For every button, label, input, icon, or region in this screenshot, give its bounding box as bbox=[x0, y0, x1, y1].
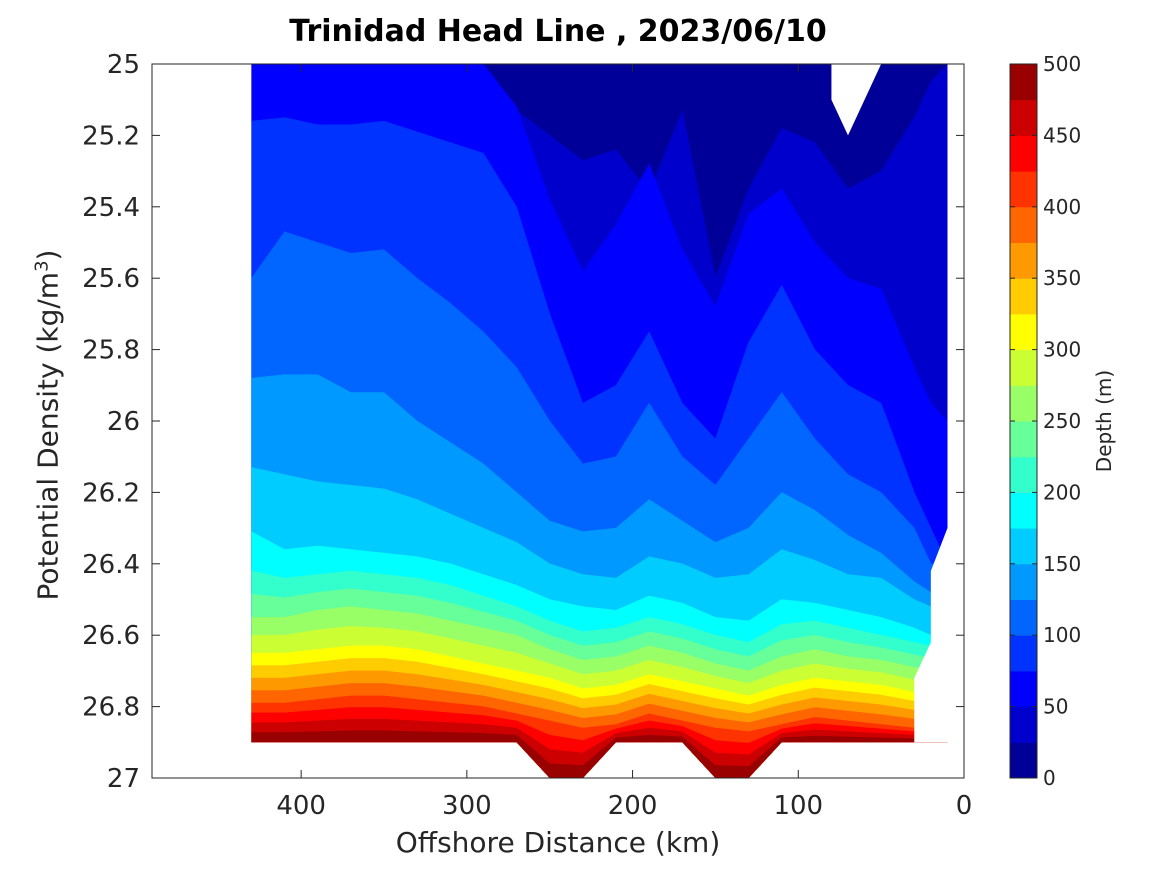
colorbar-tick-label: 450 bbox=[1043, 123, 1081, 147]
colorbar-swatch bbox=[1010, 99, 1037, 136]
colorbar-tick-label: 500 bbox=[1043, 52, 1081, 76]
colorbar-tick-label: 50 bbox=[1043, 695, 1068, 719]
x-axis-label: Offshore Distance (km) bbox=[395, 826, 721, 859]
y-tick-label: 26.8 bbox=[82, 693, 140, 723]
colorbar-tick-label: 300 bbox=[1043, 338, 1081, 362]
colorbar-swatch bbox=[1010, 635, 1037, 672]
chart-title: Trinidad Head Line , 2023/06/10 bbox=[289, 14, 827, 49]
y-tick-label: 25.6 bbox=[82, 264, 140, 294]
y-tick-label: 26.6 bbox=[82, 621, 140, 651]
colorbar-tick-label: 400 bbox=[1043, 195, 1081, 219]
colorbar-tick-label: 350 bbox=[1043, 266, 1081, 290]
y-tick-label: 26 bbox=[107, 407, 140, 437]
colorbar-swatch bbox=[1010, 599, 1037, 636]
x-tick-label: 400 bbox=[276, 791, 326, 821]
contour-fills bbox=[251, 64, 948, 778]
no-data-mask bbox=[914, 528, 964, 743]
colorbar-swatch bbox=[1010, 278, 1037, 315]
colorbar-tick-label: 250 bbox=[1043, 409, 1081, 433]
colorbar-swatch bbox=[1010, 242, 1037, 279]
colorbar-swatch bbox=[1010, 670, 1037, 708]
colorbar-swatch bbox=[1010, 456, 1037, 493]
colorbar-swatch bbox=[1010, 206, 1037, 243]
colorbar-tick-label: 150 bbox=[1043, 552, 1081, 576]
y-tick-label: 25.8 bbox=[82, 336, 140, 366]
colorbar: 0 50 100 150 200 250 300 350 400 450 500 bbox=[1009, 52, 1081, 790]
colorbar-label: Depth (m) bbox=[1092, 369, 1116, 473]
y-tick-label: 25 bbox=[107, 50, 140, 80]
no-data-masks bbox=[831, 64, 964, 743]
x-axis-ticks: 400 300 200 100 0 bbox=[276, 64, 972, 821]
colorbar-swatch bbox=[1010, 421, 1037, 458]
y-tick-label: 25.4 bbox=[82, 193, 140, 223]
colorbar-swatch bbox=[1010, 742, 1037, 779]
y-tick-label: 25.2 bbox=[82, 121, 140, 151]
colorbar-swatch bbox=[1010, 706, 1037, 743]
colorbar-tick-label: 200 bbox=[1043, 480, 1081, 504]
x-tick-label: 100 bbox=[773, 791, 823, 821]
colorbar-swatch bbox=[1010, 385, 1037, 422]
y-tick-label: 27 bbox=[107, 764, 140, 794]
colorbar-swatch bbox=[1010, 492, 1037, 529]
colorbar-swatch bbox=[1010, 349, 1037, 386]
y-tick-label: 26.4 bbox=[82, 550, 140, 580]
y-axis-label: Potential Density (kg/m3) bbox=[31, 249, 65, 601]
x-tick-label: 200 bbox=[608, 791, 658, 821]
colorbar-tick-label: 100 bbox=[1043, 623, 1081, 647]
colorbar-swatch bbox=[1010, 171, 1037, 208]
colorbar-swatch bbox=[1010, 563, 1037, 600]
x-tick-label: 300 bbox=[442, 791, 492, 821]
colorbar-swatch bbox=[1010, 135, 1037, 172]
no-data-mask bbox=[831, 64, 882, 136]
colorbar-tick-label: 0 bbox=[1043, 766, 1056, 790]
y-tick-label: 26.2 bbox=[82, 478, 140, 508]
colorbar-swatch bbox=[1010, 313, 1037, 351]
x-tick-label: 0 bbox=[956, 791, 973, 821]
y-axis-ticks: 25 25.2 25.4 25.6 25.8 26 26.2 26.4 26.6 26.8 27 bbox=[82, 50, 964, 794]
colorbar-swatch bbox=[1010, 64, 1037, 101]
colorbar-swatch bbox=[1010, 528, 1037, 565]
